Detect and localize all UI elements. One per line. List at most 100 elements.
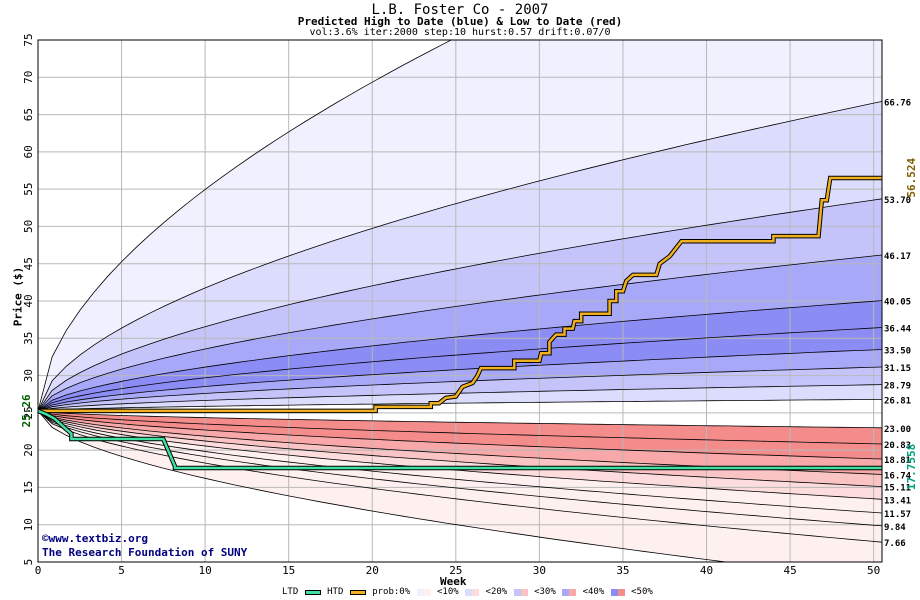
- end-value-label: 46.17: [884, 252, 911, 262]
- legend-ltd-swatch: [304, 589, 321, 595]
- end-value-label: 15.11: [884, 484, 911, 494]
- end-value-label: 11.57: [884, 510, 911, 520]
- percentile-curve-9: [38, 399, 882, 412]
- blue-band-0: [38, 40, 882, 411]
- blue-band-1: [38, 101, 882, 411]
- legend-band-swatch-3: [562, 588, 577, 596]
- percentile-curve-15: [38, 410, 882, 500]
- y-tick-label: 25: [22, 406, 35, 419]
- legend: LTD HTD prob:0% <10% <20% <30% <40% <50%: [282, 587, 653, 598]
- end-value-label: 33.50: [884, 346, 911, 356]
- y-tick-label: 65: [22, 108, 35, 121]
- ltd-value-label: 17.7558: [905, 444, 918, 490]
- credit: ©www.textbiz.org The Research Foundation…: [42, 532, 247, 560]
- credit-url[interactable]: www.textbiz.org: [48, 532, 148, 545]
- percentile-curve-14: [38, 410, 882, 487]
- end-value-label: 26.81: [884, 396, 911, 406]
- y-tick-label: 45: [22, 257, 35, 270]
- legend-band-swatch-0: [416, 588, 431, 596]
- series-lines: [37, 175, 882, 471]
- htd-line: [38, 176, 882, 413]
- y-tick-label: 10: [22, 518, 35, 531]
- chart-subtitle: Predicted High to Date (blue) & Low to D…: [297, 15, 623, 28]
- blue-band-3: [38, 255, 882, 411]
- percentile-curve-10: [38, 410, 882, 429]
- y-tick-label: 70: [22, 71, 35, 84]
- percentile-curve-11: [38, 410, 882, 445]
- legend-band-label-2: <30%: [534, 587, 556, 597]
- percentile-curve-3: [38, 254, 882, 412]
- end-value-label: 7.66: [884, 539, 906, 549]
- y-tick-label: 50: [22, 220, 35, 233]
- percentile-curve-12: [38, 410, 882, 460]
- end-value-label: 28.79: [884, 382, 911, 392]
- x-tick-label: 30: [533, 564, 546, 577]
- legend-band-swatch-2: [513, 588, 528, 596]
- x-tick-label: 5: [118, 564, 125, 577]
- legend-htd-label: HTD: [327, 587, 344, 597]
- end-value-label: 13.41: [884, 496, 911, 506]
- red-band-4: [38, 410, 882, 500]
- end-value-label: 53.70: [884, 196, 911, 206]
- percentile-curve-17: [38, 410, 882, 527]
- percentile-curve-6: [38, 349, 882, 412]
- legend-ltd-label: LTD: [282, 587, 299, 597]
- red-band-6: [38, 410, 882, 526]
- x-tick-label: 15: [282, 564, 295, 577]
- blue-band-8: [38, 384, 882, 411]
- legend-band-label-1: <20%: [485, 587, 508, 597]
- end-value-label: 31.15: [884, 364, 911, 374]
- end-value-label: 66.76: [884, 98, 911, 108]
- y-tick-label: 20: [22, 444, 35, 457]
- copyright-symbol: ©: [42, 532, 49, 545]
- red-band-0: [38, 410, 882, 444]
- percentile-curve-1: [38, 101, 882, 412]
- htd-value-label: 56.524: [905, 158, 918, 198]
- legend-band-swatch-1: [465, 588, 480, 596]
- chart-params: vol:3.6% iter:2000 step:10 hurst:0.57 dr…: [309, 27, 611, 38]
- percentile-curve-2: [38, 198, 882, 412]
- end-value-label: 16.74: [884, 471, 912, 481]
- legend-htd-swatch: [349, 589, 366, 595]
- x-tick-label: 0: [35, 564, 42, 577]
- percentile-curve-16: [38, 410, 882, 514]
- percentile-curve-5: [38, 327, 882, 412]
- y-tick-label: 5: [22, 559, 35, 566]
- percentile-curve-19: [38, 410, 730, 562]
- end-value-label: 20.83: [884, 441, 911, 451]
- x-tick-label: 20: [366, 564, 379, 577]
- percentile-curves: [38, 40, 882, 562]
- y-tick-label: 55: [22, 183, 35, 196]
- y-tick-label: 60: [22, 145, 35, 158]
- end-value-label: 40.05: [884, 298, 911, 308]
- x-axis-label: Week: [440, 575, 467, 588]
- y-tick-label: 15: [22, 481, 35, 494]
- start-price-label: 25.26: [20, 394, 33, 427]
- red-band-2: [38, 410, 882, 475]
- legend-band-label-0: <10%: [437, 587, 459, 597]
- red-band-1: [38, 410, 882, 459]
- center-gap: [38, 399, 882, 428]
- percentile-curve-0: [38, 40, 453, 412]
- red-band-7: [38, 410, 882, 543]
- credit-org: The Research Foundation of SUNY: [42, 546, 248, 559]
- axes: [37, 39, 883, 563]
- x-tick-label: 10: [199, 564, 212, 577]
- y-tick-label: 75: [22, 33, 35, 46]
- blue-band-4: [38, 300, 882, 411]
- ltd-line: [37, 409, 882, 470]
- percentile-curve-4: [38, 300, 882, 412]
- legend-band-label-3: <40%: [582, 587, 605, 597]
- x-tick-label: 50: [867, 564, 880, 577]
- y-tick-label: 30: [22, 369, 35, 382]
- y-tick-label: 35: [22, 332, 35, 345]
- legend-band-swatch-4: [610, 588, 625, 596]
- axis-labels: 0 5 10 15 20 25 30 35 40 45 5051015202530354045505…: [20, 33, 918, 577]
- chart-title: L.B. Foster Co - 2007: [371, 2, 549, 18]
- legend-prob-label: prob:0%: [372, 587, 411, 597]
- percentile-curve-18: [38, 410, 882, 543]
- x-tick-label: 35: [616, 564, 629, 577]
- end-value-label: 36.44: [884, 325, 912, 335]
- x-tick-label: 25: [449, 564, 462, 577]
